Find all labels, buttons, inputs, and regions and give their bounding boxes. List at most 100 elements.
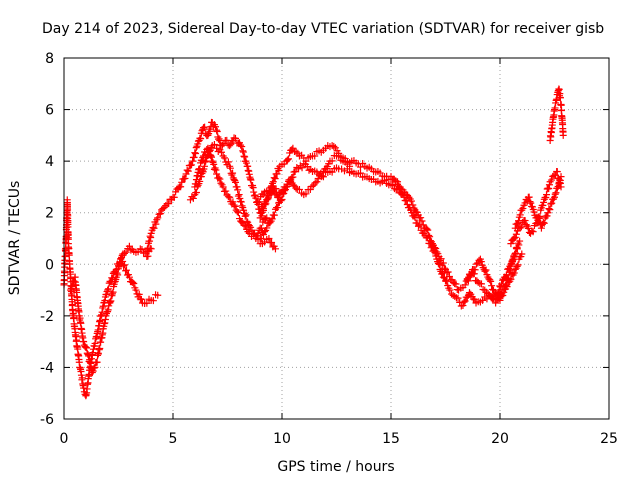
data-point [516, 237, 524, 245]
data-point [238, 202, 246, 210]
data-point [330, 142, 338, 150]
data-point [224, 158, 232, 166]
data-point [543, 212, 551, 220]
data-point [68, 283, 76, 291]
data-point [196, 177, 204, 185]
data-point [335, 152, 343, 160]
y-axis-label: SDTVAR / TECUs [7, 181, 23, 296]
data-point [227, 140, 235, 148]
axis-ticks [63, 57, 610, 420]
data-point [219, 183, 227, 191]
y-tick-label: -4 [40, 360, 54, 376]
data-point [230, 201, 238, 209]
data-point [121, 261, 129, 269]
data-point [515, 241, 523, 249]
data-series [186, 140, 271, 240]
data-point [465, 289, 473, 297]
y-tick-label: 8 [45, 51, 54, 67]
data-point [289, 144, 297, 152]
data-point [439, 273, 447, 281]
data-point [552, 189, 560, 197]
data-point [80, 384, 88, 392]
data-point [237, 141, 245, 149]
data-point [285, 155, 293, 163]
data-point [239, 148, 247, 156]
data-point [245, 222, 253, 230]
data-point [477, 280, 485, 288]
data-point [137, 295, 145, 303]
data-point [311, 179, 319, 187]
data-point [205, 151, 213, 159]
data-point [120, 249, 128, 257]
data-point [285, 176, 293, 184]
data-series [191, 144, 279, 253]
data-point [405, 193, 413, 201]
y-tick-label: -6 [40, 412, 54, 428]
data-point [426, 233, 434, 241]
data-point [275, 166, 283, 174]
x-tick-label: 20 [491, 431, 509, 447]
data-point [122, 248, 130, 256]
data-point [190, 153, 198, 161]
data-point [218, 148, 226, 156]
data-point [242, 211, 250, 219]
data-point [466, 271, 474, 279]
data-point [528, 227, 536, 235]
data-point [104, 285, 112, 293]
data-point [519, 204, 527, 212]
data-point [346, 162, 354, 170]
data-point [540, 219, 548, 227]
data-point [259, 206, 267, 214]
data-point [107, 297, 115, 305]
data-point [271, 175, 279, 183]
data-point [471, 266, 479, 274]
y-tick-label: -2 [40, 309, 54, 325]
data-point [410, 212, 418, 220]
data-point [240, 152, 248, 160]
data-point [233, 183, 241, 191]
data-point [201, 123, 209, 131]
data-point [489, 294, 497, 302]
data-point [461, 297, 469, 305]
data-point [234, 209, 242, 217]
data-point [197, 135, 205, 143]
data-point [437, 255, 445, 263]
data-point [559, 131, 567, 139]
data-point [257, 235, 265, 243]
data-point [265, 235, 273, 242]
data-point [556, 176, 564, 184]
data-point [235, 191, 243, 199]
data-point [540, 198, 548, 206]
data-point [132, 286, 140, 294]
data-point [278, 195, 286, 203]
data-point [518, 250, 526, 258]
data-point [513, 220, 521, 228]
data-point [512, 230, 520, 238]
data-point [88, 369, 96, 377]
data-point [545, 181, 553, 189]
data-point [266, 219, 274, 227]
data-point [432, 245, 440, 253]
x-tick-label: 15 [382, 431, 400, 447]
data-point [202, 157, 210, 165]
data-point [472, 260, 480, 268]
data-point [515, 217, 523, 225]
data-point [251, 191, 259, 199]
data-point [298, 164, 306, 172]
data-point [210, 165, 218, 173]
data-point [135, 290, 143, 298]
data-point [522, 221, 530, 229]
data-point [213, 126, 221, 134]
data-point [152, 220, 160, 228]
data-point [292, 148, 300, 156]
data-point [263, 214, 271, 222]
data-point [262, 200, 270, 208]
data-point [122, 266, 130, 274]
data-point [274, 204, 282, 212]
data-point [513, 262, 521, 270]
data-point [155, 210, 163, 218]
data-series [143, 118, 284, 255]
data-point [287, 175, 295, 183]
data-point [215, 174, 223, 182]
data-point [143, 299, 151, 307]
